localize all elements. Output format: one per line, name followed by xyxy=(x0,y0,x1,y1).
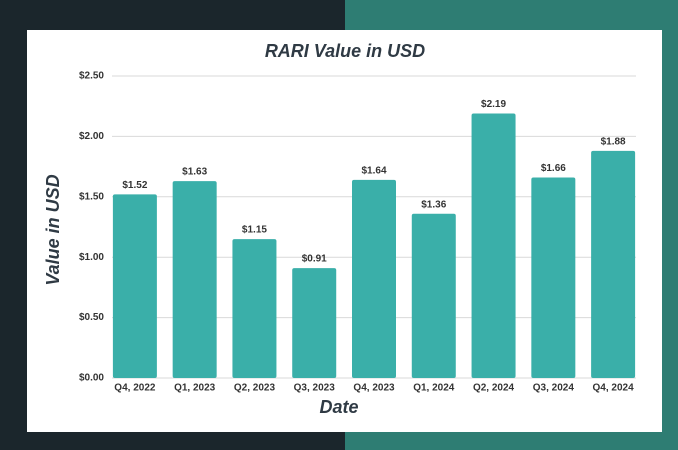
data-label: $0.91 xyxy=(302,254,327,265)
data-label: $1.66 xyxy=(541,163,566,174)
x-tick-label: Q4, 2023 xyxy=(353,383,395,394)
x-tick-label: Q2, 2024 xyxy=(473,383,515,394)
x-axis-label: Date xyxy=(319,397,358,417)
y-tick-label: $1.50 xyxy=(79,191,104,202)
x-tick-label: Q3, 2024 xyxy=(533,383,575,394)
data-label: $1.15 xyxy=(242,225,267,236)
bar xyxy=(232,239,277,378)
bar xyxy=(172,181,217,378)
bar xyxy=(352,179,396,378)
bar xyxy=(411,213,456,378)
x-tick-label: Q2, 2023 xyxy=(234,383,276,394)
data-label: $1.36 xyxy=(421,199,446,210)
y-tick-label: $2.50 xyxy=(79,71,104,82)
bar xyxy=(531,177,576,378)
y-tick-label: $1.00 xyxy=(79,252,104,263)
data-label: $1.88 xyxy=(601,137,626,148)
x-tick-label: Q3, 2023 xyxy=(294,383,336,394)
data-label: $1.63 xyxy=(182,167,207,178)
data-label: $1.64 xyxy=(361,166,386,177)
y-tick-label: $0.00 xyxy=(79,373,104,384)
y-tick-label: $0.50 xyxy=(79,312,104,323)
x-tick-label: Q4, 2024 xyxy=(593,383,635,394)
x-tick-label: Q1, 2023 xyxy=(174,383,216,394)
bar xyxy=(292,268,337,378)
bar xyxy=(471,113,516,378)
y-tick-label: $2.00 xyxy=(79,131,104,142)
bar xyxy=(591,150,636,378)
x-tick-label: Q1, 2024 xyxy=(413,383,455,394)
x-tick-label: Q4, 2022 xyxy=(114,383,156,394)
data-label: $1.52 xyxy=(122,180,147,191)
y-axis-label: Value in USD xyxy=(43,174,63,285)
bar xyxy=(112,194,157,378)
data-label: $2.19 xyxy=(481,99,506,110)
chart-title: RARI Value in USD xyxy=(265,41,425,61)
